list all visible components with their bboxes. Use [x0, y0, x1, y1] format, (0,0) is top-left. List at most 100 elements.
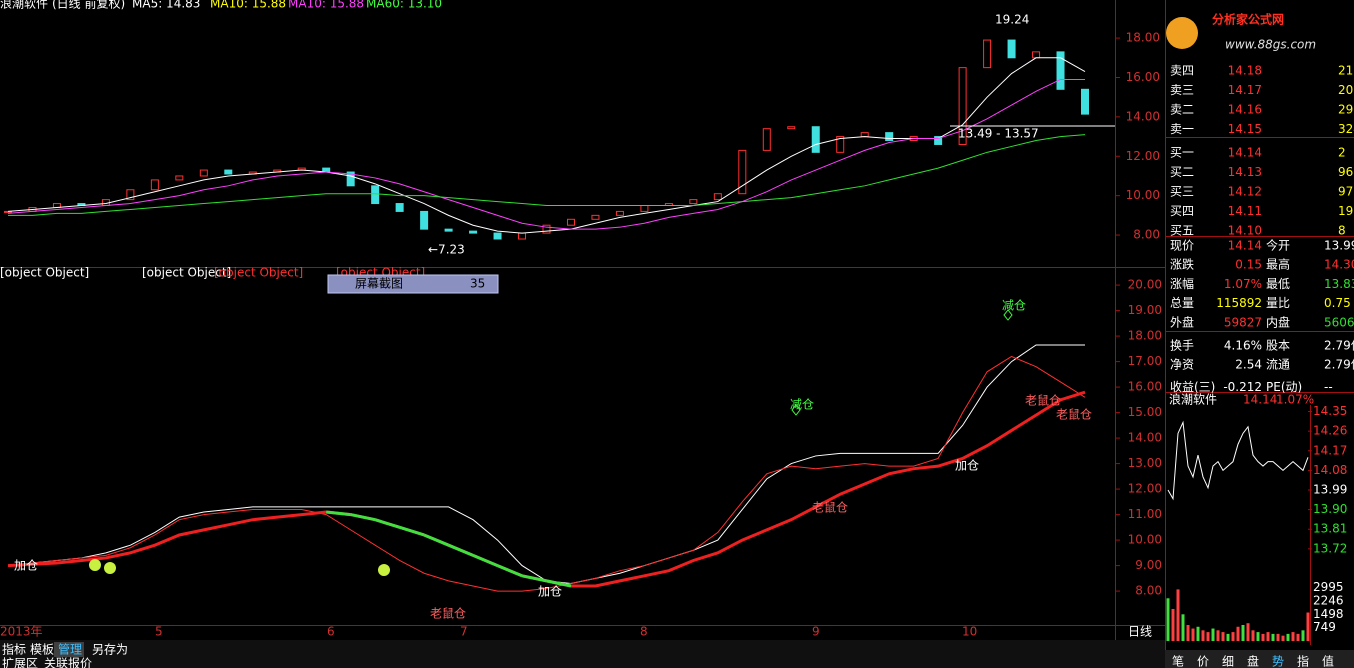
candle [444, 228, 453, 232]
book-price: 14.12 [1228, 185, 1262, 199]
stat-value: 56065 [1324, 315, 1354, 329]
stat-label: 换手 [1170, 339, 1194, 353]
book-label: 买五 [1170, 224, 1194, 238]
stat-label: 现价 [1170, 239, 1194, 253]
y-tick-label: 12.00 [1126, 149, 1160, 163]
popup-value: 35 [470, 277, 485, 291]
volume-bar [1206, 632, 1210, 641]
ma-label: MA5: 14.83 [132, 0, 200, 11]
mini-tick-label: 14.35 [1313, 404, 1347, 418]
diamond-icon [1003, 309, 1013, 321]
y-tick-label: 19.00 [1128, 303, 1162, 317]
volume-bar [1271, 633, 1275, 641]
tab[interactable]: 模板 [30, 643, 54, 657]
book-price: 14.17 [1228, 83, 1262, 97]
stat-label: 最低 [1266, 277, 1290, 291]
candle [542, 224, 551, 234]
y-tick-label: 10.00 [1128, 533, 1162, 547]
volume-bar [1286, 633, 1290, 641]
price-annotation: 13.49 - 13.57 [958, 127, 1039, 141]
vol-tick-label: 2995 [1313, 580, 1344, 594]
book-volume: 2 [1338, 146, 1346, 160]
volume-bar [1181, 614, 1185, 641]
y-tick-label: 16.00 [1126, 70, 1160, 84]
footer-tab[interactable]: 关联报价 [44, 656, 92, 668]
candle [1081, 88, 1089, 115]
stat-label: 流通 [1266, 358, 1290, 372]
stock-name: 浪潮软件 [0, 0, 48, 11]
book-price: 14.18 [1228, 64, 1262, 78]
tab[interactable]: 另存为 [92, 643, 128, 657]
ma10-line [7, 78, 1085, 230]
y-tick-label: 18.00 [1126, 31, 1160, 45]
side-tab[interactable]: 值 [1322, 654, 1334, 668]
mini-tick-label: 13.81 [1313, 522, 1347, 536]
book-price: 14.16 [1228, 103, 1262, 117]
trend-down-segment [448, 543, 474, 557]
stat-value: 115892 [1216, 296, 1262, 310]
side-tab[interactable]: 盘 [1247, 654, 1259, 668]
candle [1007, 39, 1016, 59]
ma-label: MA60: 13.10 [366, 0, 442, 11]
tab[interactable]: 管理 [58, 642, 82, 657]
book-price: 14.15 [1228, 122, 1262, 136]
ma-label: MA10: 15.88 [288, 0, 364, 11]
trend-down-segment [496, 564, 523, 578]
tab[interactable]: 指标 [2, 642, 26, 657]
y-tick-label: 18.00 [1128, 329, 1162, 343]
book-volume: 20 [1338, 83, 1353, 97]
stat-label: PE(动) [1266, 380, 1302, 394]
volume-bar [1211, 628, 1215, 641]
mini-change: 1.07% [1276, 393, 1314, 407]
stat-label: 净资 [1170, 358, 1194, 372]
signal-label: 老鼠仓 [430, 607, 466, 621]
volume-bar [1221, 632, 1225, 641]
stat-label: 收益(三) [1170, 380, 1215, 394]
signal-label: 加仓 [14, 559, 38, 573]
y-tick-label: 9.00 [1135, 558, 1162, 572]
indicator-header: [object Object] [142, 266, 231, 280]
book-label: 买二 [1170, 165, 1194, 179]
logo-name: 分析家公式网 [1212, 12, 1284, 27]
side-tab[interactable]: 指 [1297, 654, 1309, 668]
signal-label: 老鼠仓 [812, 501, 848, 515]
signal-label: 加仓 [538, 585, 562, 599]
y-tick-label: 8.00 [1135, 584, 1162, 598]
stat-value: 0.75 [1324, 296, 1351, 310]
trend-down-segment [546, 579, 572, 588]
candle [885, 132, 894, 142]
book-label: 买三 [1170, 185, 1194, 199]
x-tick-label: 6 [327, 625, 335, 639]
tab-bar [0, 640, 1165, 668]
mini-tick-label: 14.08 [1313, 463, 1347, 477]
side-tab[interactable]: 势 [1272, 655, 1284, 668]
stat-value: -- [1324, 380, 1333, 394]
indicator-header: [object Object] [214, 266, 303, 280]
stat-value: 59827 [1224, 315, 1262, 329]
volume-bar [1191, 628, 1195, 641]
candle [395, 203, 404, 212]
vol-tick-label: 1498 [1313, 607, 1344, 621]
candle [934, 136, 943, 145]
x-tick-label: 8 [640, 625, 648, 639]
side-tab[interactable]: 价 [1197, 655, 1209, 668]
stat-label: 总量 [1170, 296, 1194, 310]
y-tick-label: 8.00 [1133, 228, 1160, 242]
stat-value: 4.16% [1224, 339, 1262, 353]
stat-value: 14.14 [1228, 239, 1262, 253]
book-volume: 19 [1338, 204, 1353, 218]
footer-tab[interactable]: 扩展区 [2, 657, 38, 668]
book-label: 卖二 [1170, 103, 1194, 117]
stat-value: 14.30 [1324, 258, 1354, 272]
book-volume: 21 [1338, 64, 1353, 78]
book-price: 14.14 [1228, 146, 1262, 160]
side-tab[interactable]: 细 [1222, 655, 1234, 668]
side-tab[interactable]: 笔 [1172, 654, 1184, 668]
apple-icon [378, 564, 390, 576]
volume-bar [1301, 630, 1305, 641]
signal-label: 老鼠仓 [1025, 394, 1061, 408]
candle [713, 193, 722, 201]
x-tick-label: 2013年 [0, 625, 43, 639]
mini-tick-label: 13.72 [1313, 541, 1347, 555]
